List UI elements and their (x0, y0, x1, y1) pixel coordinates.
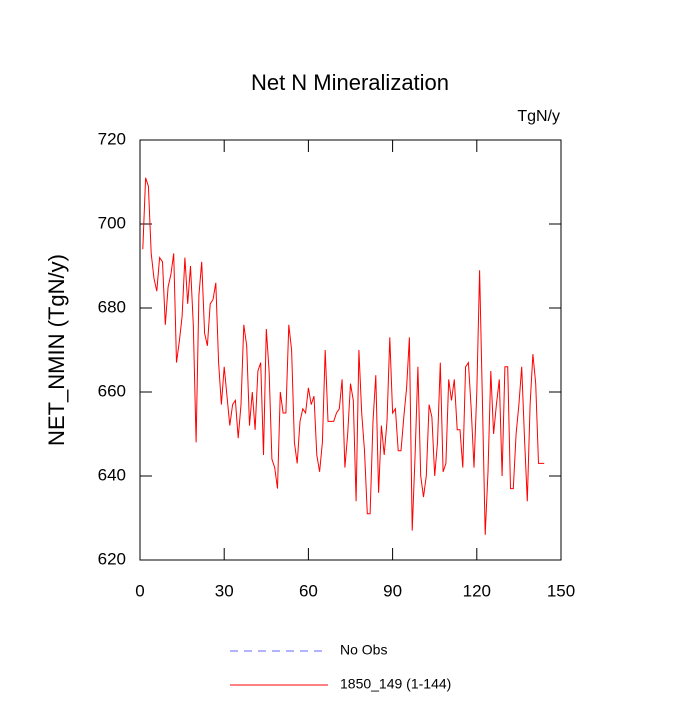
y-tick-label: 660 (98, 381, 126, 400)
chart-title: Net N Mineralization (251, 70, 449, 95)
legend-label: No Obs (340, 642, 387, 658)
plot-frame (139, 139, 562, 561)
y-tick-label: 640 (98, 465, 126, 484)
x-tick-label: 30 (215, 581, 234, 600)
y-tick-label: 720 (98, 129, 126, 148)
x-tick-label: 120 (463, 581, 491, 600)
y-axis-label: NET_NMIN (TgN/y) (44, 254, 69, 446)
x-tick-label: 150 (547, 581, 575, 600)
legend-label: 1850_149 (1-144) (340, 676, 451, 692)
y-tick-label: 620 (98, 549, 126, 568)
y-tick-label: 680 (98, 297, 126, 316)
units-label: TgN/y (517, 108, 560, 125)
x-tick-label: 0 (135, 581, 144, 600)
x-tick-label: 90 (383, 581, 402, 600)
x-tick-label: 60 (299, 581, 318, 600)
data-line (142, 177, 545, 535)
y-tick-label: 700 (98, 213, 126, 232)
